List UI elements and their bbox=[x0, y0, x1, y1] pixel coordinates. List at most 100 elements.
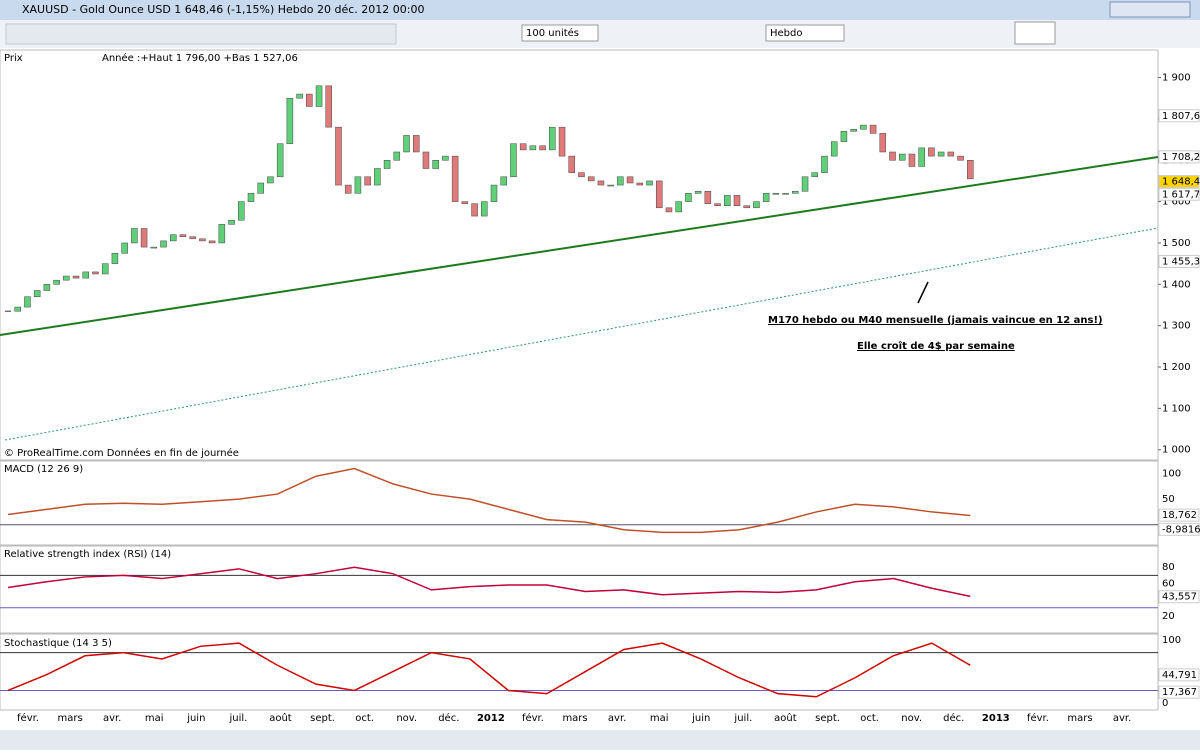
candle bbox=[325, 85, 333, 128]
candle bbox=[267, 176, 274, 184]
x-tick-label: juil. bbox=[228, 713, 247, 724]
x-tick-label: sept. bbox=[310, 713, 335, 724]
candle bbox=[247, 193, 255, 202]
candle bbox=[140, 228, 148, 248]
value-badge-label: 1 807,6 bbox=[1162, 111, 1200, 122]
y-tick-label: 50 bbox=[1162, 494, 1175, 505]
value-badge-label: 1 617,7 bbox=[1162, 189, 1200, 200]
panel-title: MACD (12 26 9) bbox=[4, 464, 83, 475]
y-tick-label: 1 900 bbox=[1162, 73, 1191, 84]
candle bbox=[510, 143, 517, 178]
candle bbox=[296, 93, 303, 99]
macd-panel bbox=[0, 460, 1159, 546]
x-tick-label: 2013 bbox=[982, 713, 1010, 724]
candle bbox=[792, 191, 799, 194]
candle bbox=[238, 201, 245, 221]
candle bbox=[782, 193, 789, 195]
candle bbox=[587, 176, 595, 182]
x-tick-label: juin bbox=[691, 713, 710, 724]
candle bbox=[364, 176, 371, 186]
x-tick-label: mars bbox=[1067, 713, 1092, 724]
value-badge bbox=[1158, 175, 1200, 189]
y-tick-label: 60 bbox=[1162, 578, 1175, 589]
y-tick-label: 100 bbox=[1162, 635, 1181, 646]
y-tick-label: 1 200 bbox=[1162, 362, 1191, 373]
price-panel bbox=[0, 49, 1159, 461]
x-tick-label: mai bbox=[145, 713, 164, 724]
candle bbox=[500, 176, 507, 186]
candle bbox=[967, 160, 974, 180]
x-tick-label: juil. bbox=[733, 713, 752, 724]
candle bbox=[354, 176, 362, 194]
indicator-line bbox=[7, 566, 971, 598]
x-tick-label: déc. bbox=[438, 712, 459, 724]
value-badge bbox=[1158, 187, 1200, 201]
rsi-panel bbox=[0, 545, 1159, 634]
candle bbox=[753, 201, 760, 209]
candle bbox=[879, 133, 887, 153]
candle bbox=[597, 180, 605, 186]
candle bbox=[694, 191, 702, 194]
value-badge-label: 43,557 bbox=[1162, 592, 1197, 603]
candle bbox=[860, 124, 867, 130]
candle bbox=[412, 135, 420, 153]
candle bbox=[43, 284, 51, 291]
candle bbox=[63, 275, 70, 281]
candle bbox=[199, 238, 206, 242]
candle bbox=[24, 296, 31, 308]
value-badge bbox=[1158, 590, 1200, 604]
arrow bbox=[917, 281, 929, 304]
title-bar bbox=[0, 0, 1200, 20]
value-badge bbox=[1158, 522, 1200, 536]
units-select[interactable] bbox=[521, 24, 599, 42]
window-controls[interactable] bbox=[1109, 1, 1191, 18]
candle bbox=[539, 145, 546, 151]
value-badge bbox=[1158, 109, 1200, 123]
candle bbox=[422, 151, 430, 169]
value-badge bbox=[1158, 685, 1200, 699]
x-tick-label: mai bbox=[650, 713, 669, 724]
candle bbox=[92, 271, 99, 275]
y-tick-label: 80 bbox=[1162, 562, 1175, 573]
candle bbox=[646, 180, 653, 186]
indicator-button[interactable] bbox=[1014, 21, 1056, 45]
value-badge-label: 1 708,2 bbox=[1162, 152, 1200, 163]
candle bbox=[918, 147, 925, 167]
y-tick-label: 1 100 bbox=[1162, 403, 1191, 414]
candle bbox=[908, 153, 916, 167]
candle bbox=[519, 143, 527, 151]
candle bbox=[306, 93, 313, 107]
candle bbox=[150, 246, 158, 249]
candle bbox=[811, 172, 819, 178]
drawing-tools[interactable] bbox=[5, 23, 397, 45]
y-tick-label: 20 bbox=[1162, 611, 1175, 622]
x-tick-label: oct. bbox=[860, 713, 879, 724]
candle bbox=[558, 126, 566, 157]
x-tick-label: mars bbox=[57, 713, 82, 724]
candle bbox=[733, 195, 741, 206]
stoch-panel bbox=[0, 633, 1159, 711]
period-select[interactable] bbox=[765, 24, 845, 42]
candle bbox=[801, 176, 809, 192]
candle bbox=[403, 135, 410, 153]
x-tick-label: déc. bbox=[943, 712, 964, 724]
x-tick-label: oct. bbox=[355, 713, 374, 724]
candle bbox=[772, 193, 780, 195]
candle bbox=[626, 176, 634, 184]
x-tick-label: août bbox=[269, 712, 292, 724]
candle bbox=[529, 145, 537, 151]
candle bbox=[830, 141, 838, 157]
candle bbox=[169, 234, 177, 242]
candle bbox=[276, 143, 284, 178]
candle bbox=[53, 279, 60, 285]
candle bbox=[840, 131, 848, 142]
candle bbox=[714, 203, 721, 206]
value-badge-label: 1 455,3 bbox=[1162, 256, 1200, 267]
candle bbox=[315, 85, 323, 107]
candle bbox=[568, 155, 576, 173]
candle bbox=[685, 193, 692, 202]
x-tick-label: mars bbox=[562, 713, 587, 724]
panel-title: Relative strength index (RSI) (14) bbox=[4, 549, 171, 560]
candle bbox=[617, 176, 624, 186]
candle bbox=[383, 160, 391, 169]
